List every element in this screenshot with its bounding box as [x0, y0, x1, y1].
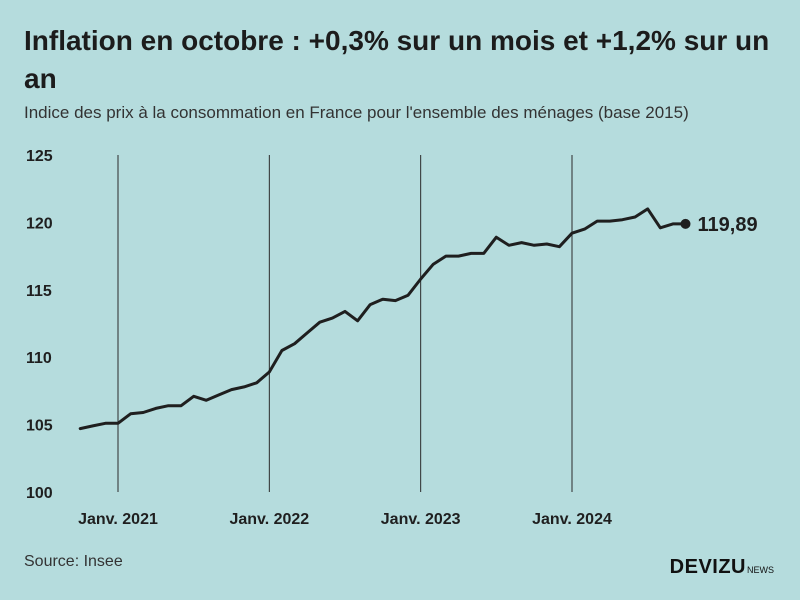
y-tick-label: 125 — [26, 148, 53, 165]
y-tick-label: 120 — [26, 215, 53, 232]
x-axis-tick-labels: Janv. 2021 Janv. 2022 Janv. 2023 Janv. 2024 — [78, 511, 612, 528]
chart-title: Inflation en octobre : +0,3% sur un mois… — [24, 25, 770, 94]
cpi-series-line — [78, 207, 687, 431]
y-tick-label: 110 — [26, 350, 52, 367]
y-axis-tick-labels: 100 105 110 115 120 125 — [26, 148, 53, 502]
vertical-gridlines — [117, 155, 573, 492]
x-tick-label: Janv. 2022 — [229, 511, 309, 528]
x-tick-label: Janv. 2021 — [78, 511, 158, 528]
chart-subtitle: Indice des prix à la consommation en Fra… — [24, 103, 689, 122]
brand-sub: NEWS — [747, 565, 774, 575]
last-value-label: 119,89 — [698, 214, 758, 236]
y-tick-label: 105 — [26, 418, 53, 435]
x-tick-label: Janv. 2024 — [532, 511, 612, 528]
source-note: Source: Insee — [24, 553, 123, 570]
x-tick-label: Janv. 2023 — [381, 511, 461, 528]
brand-main: DEVIZU — [669, 556, 746, 578]
y-tick-label: 100 — [26, 485, 53, 502]
brand-logo: DEVIZU NEWS — [670, 556, 774, 579]
y-tick-label: 115 — [26, 283, 52, 300]
last-value-marker — [680, 218, 691, 229]
